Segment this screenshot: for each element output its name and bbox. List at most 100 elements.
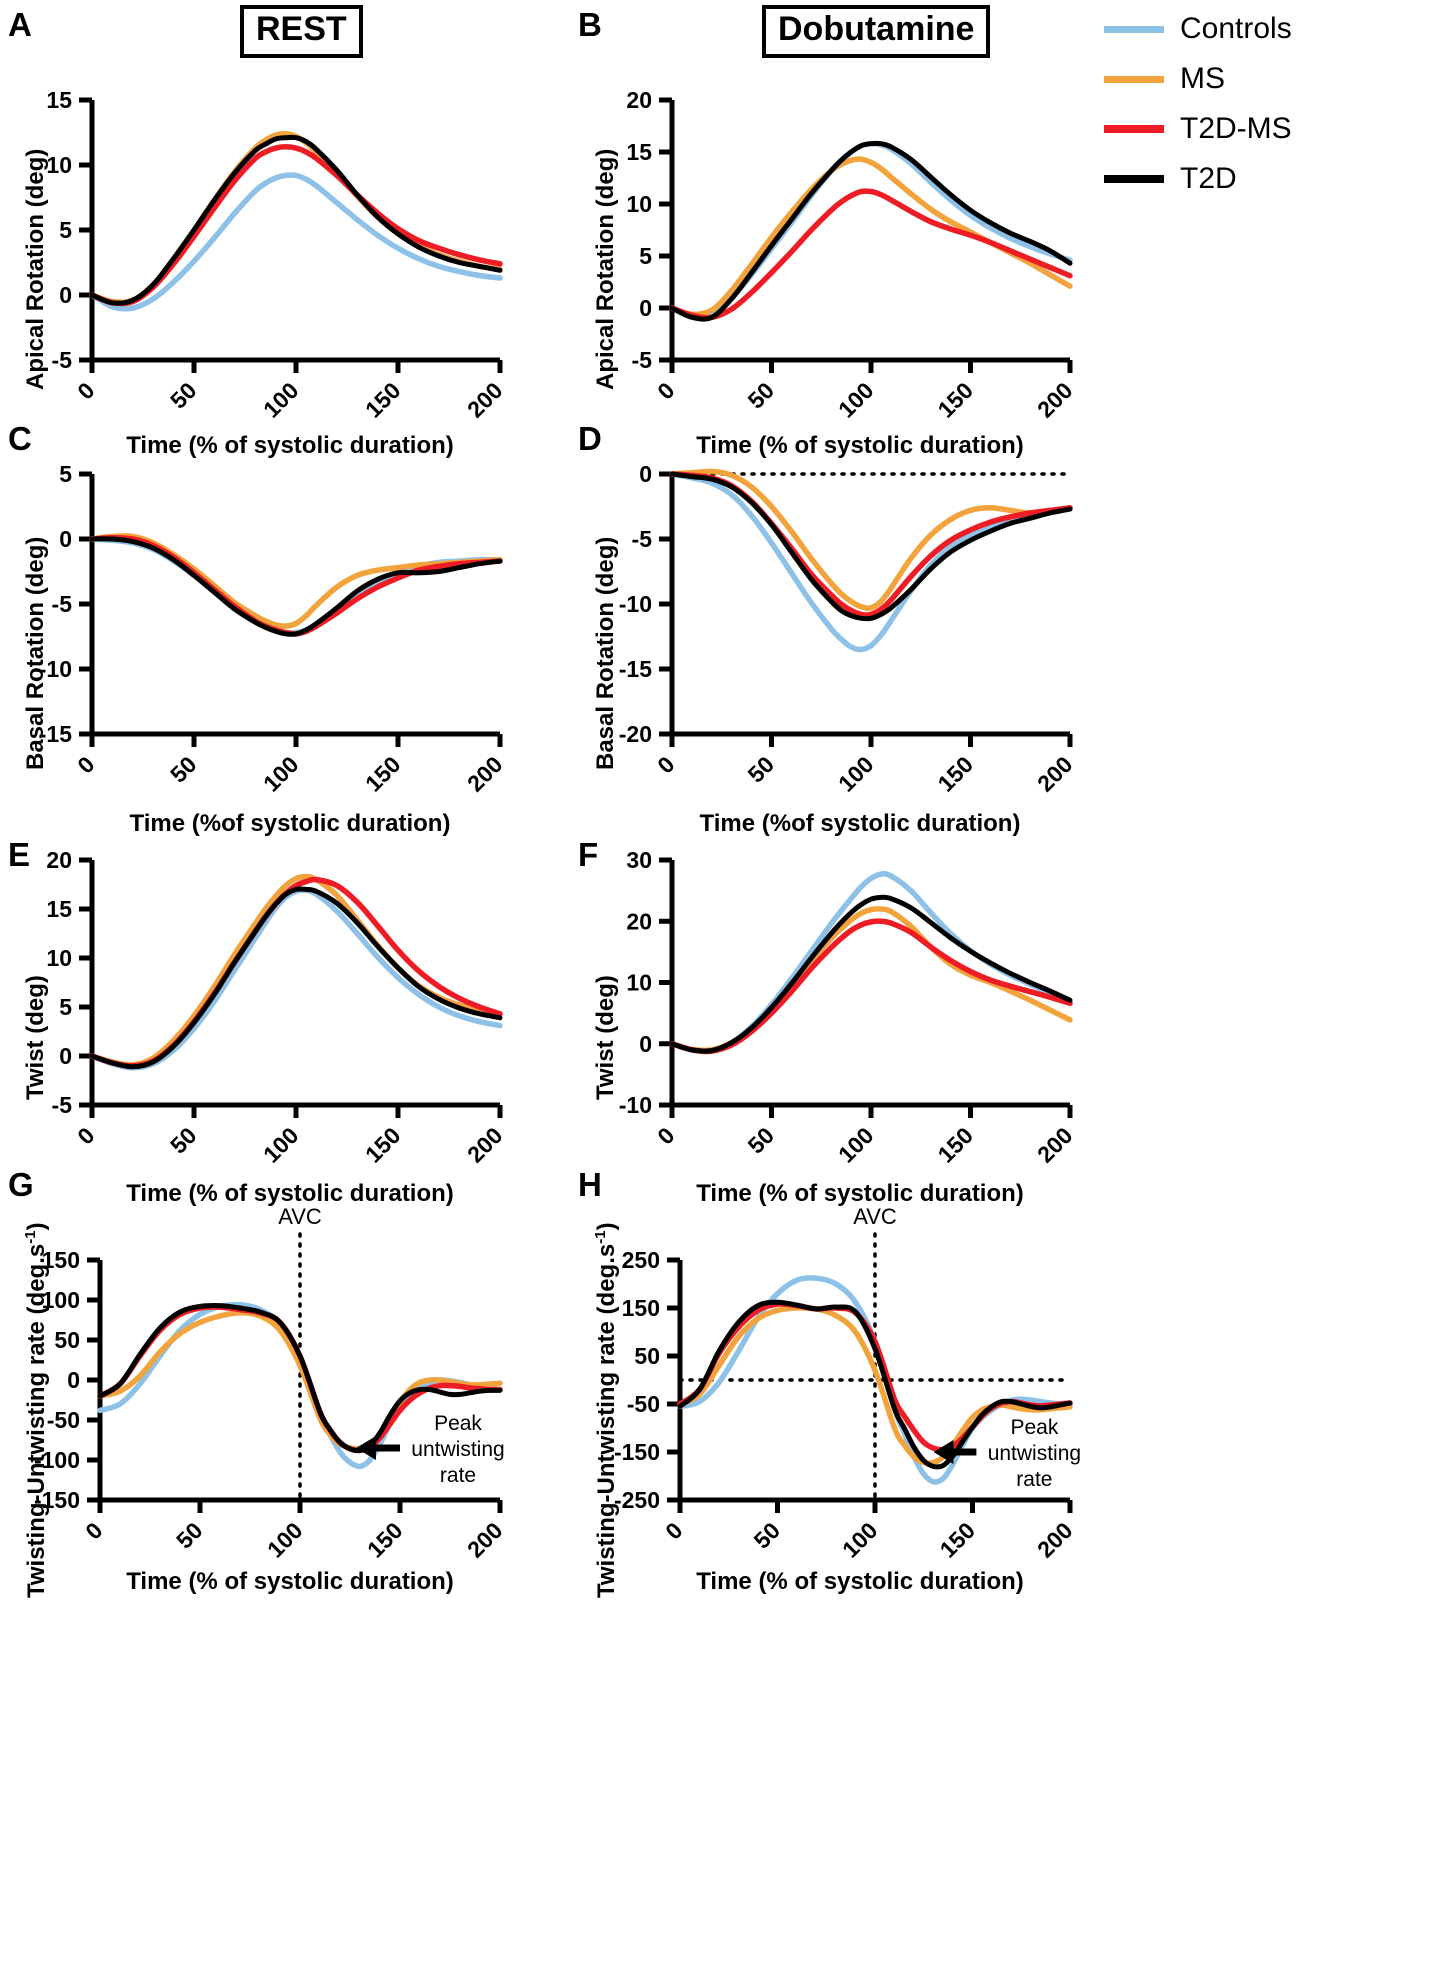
- series-line-ms: [669, 468, 1073, 611]
- y-tick-label: 10: [626, 191, 652, 217]
- legend-swatch-ms: [1104, 75, 1164, 83]
- x-tick-label: 150: [360, 377, 406, 423]
- panel-e-x-axis-title: Time (% of systolic duration): [126, 1180, 454, 1207]
- series-line-t2d-ms: [669, 188, 1073, 321]
- y-tick-label: 10: [46, 152, 72, 178]
- x-tick-label: 0: [652, 751, 679, 778]
- x-tick-label: 100: [262, 1517, 308, 1563]
- y-tick-label: 5: [59, 217, 72, 243]
- y-tick-label: 5: [59, 461, 72, 487]
- series-line-t2d-ms: [89, 876, 503, 1069]
- y-tick-label: -150: [614, 1439, 660, 1465]
- x-tick-label: 200: [462, 751, 508, 797]
- x-tick-label: 200: [1032, 1122, 1078, 1168]
- peak-untwisting-arrow-head: [933, 1440, 954, 1464]
- x-tick-label: 100: [258, 1122, 304, 1168]
- legend-label-ms: MS: [1180, 62, 1225, 95]
- series-line-t2d: [89, 886, 503, 1070]
- y-tick-label: 15: [626, 139, 652, 165]
- x-tick-label: 150: [933, 751, 979, 797]
- y-tick-label: 0: [639, 1031, 652, 1057]
- panel-h-x-axis-title: Time (% of systolic duration): [696, 1568, 1024, 1595]
- panel-letter-h: H: [578, 1166, 602, 1203]
- peak-untwisting-label-line2: untwisting: [411, 1438, 504, 1461]
- y-tick-label: 15: [46, 87, 72, 113]
- series-line-t2d-ms: [89, 144, 503, 307]
- y-tick-label: 150: [42, 1247, 80, 1273]
- panel-letter-b: B: [578, 6, 602, 43]
- y-tick-label: 15: [46, 896, 72, 922]
- legend-swatch-t2d-ms: [1104, 125, 1164, 133]
- series-line-controls: [89, 536, 503, 636]
- x-tick-label: 150: [933, 377, 979, 423]
- y-tick-label: 5: [59, 994, 72, 1020]
- x-tick-label: 150: [362, 1517, 408, 1563]
- y-tick-label: 0: [639, 461, 652, 487]
- panel-d-plot: -20 -15 -10 -5 0 0 50 100 150 200: [619, 461, 1078, 797]
- series-line-ms: [669, 906, 1073, 1054]
- x-tick-label: 150: [360, 751, 406, 797]
- peak-untwisting-label-line3: rate: [1016, 1468, 1052, 1491]
- y-tick-label: -50: [47, 1407, 80, 1433]
- series-line-controls: [89, 887, 503, 1071]
- x-tick-label: 200: [462, 1122, 508, 1168]
- x-tick-label: 200: [462, 1517, 508, 1563]
- panel-g-plot: -150 -100 -50 0 50 100 150 0 50 100 150 200 AVC Peak u…: [34, 1204, 508, 1563]
- series-line-t2d-ms: [669, 918, 1073, 1055]
- x-tick-label: 200: [1032, 377, 1078, 423]
- series-line-ms: [89, 873, 503, 1068]
- x-tick-label: 150: [360, 1122, 406, 1168]
- panel-letter-d: D: [578, 420, 602, 457]
- series-line-t2d: [97, 1302, 503, 1454]
- x-tick-label: 100: [833, 377, 879, 423]
- y-tick-label: 250: [622, 1247, 660, 1273]
- panel-h-plot: -250 -150 -50 50 150 250 0 50 100 150 200 AVC Peak un…: [614, 1204, 1081, 1563]
- panel-letter-g: G: [8, 1166, 34, 1203]
- series-line-t2d: [89, 134, 503, 306]
- y-tick-label: -5: [632, 347, 653, 373]
- panel-f: Twist (deg) -10 0 10 20 30 0 50 100 150 200 Time …: [570, 847, 1130, 1210]
- y-tick-label: 10: [626, 970, 652, 996]
- x-tick-label: 50: [743, 751, 779, 787]
- panel-e: Twist (deg) -5 0 5 10 15 20 0 50 100 150 200 Time …: [0, 847, 560, 1210]
- x-tick-label: 0: [652, 1122, 679, 1149]
- x-tick-label: 200: [1032, 1517, 1078, 1563]
- y-tick-label: -5: [52, 347, 73, 373]
- panel-a: Apical Rotation (deg) -5 0 5 10 15 0 50 100 150 2…: [0, 60, 560, 460]
- legend-label-t2d-ms: T2D-MS: [1180, 112, 1292, 145]
- y-tick-label: -10: [619, 591, 652, 617]
- peak-untwisting-arrow-head: [356, 1436, 376, 1460]
- condition-title-rest: REST: [240, 5, 363, 58]
- x-tick-label: 0: [80, 1517, 107, 1544]
- y-tick-label: 10: [46, 945, 72, 971]
- series-line-controls: [669, 471, 1073, 653]
- y-tick-label: -5: [52, 591, 73, 617]
- peak-untwisting-label-line1: Peak: [1010, 1416, 1058, 1439]
- legend-swatch-controls: [1104, 25, 1164, 33]
- y-tick-label: 0: [67, 1367, 80, 1393]
- legend-item-t2d-ms: T2D-MS: [1104, 104, 1434, 154]
- series-line-t2d: [669, 140, 1073, 322]
- y-tick-label: -5: [632, 526, 653, 552]
- series-line-t2d: [669, 894, 1073, 1054]
- legend-item-t2d: T2D: [1104, 154, 1434, 204]
- y-tick-label: -10: [619, 1092, 652, 1118]
- x-tick-label: 0: [72, 1122, 99, 1149]
- series-line-controls: [89, 172, 503, 312]
- y-tick-label: 20: [626, 908, 652, 934]
- peak-untwisting-label-line2: untwisting: [988, 1442, 1081, 1465]
- series-line-controls: [677, 1275, 1073, 1485]
- avc-label: AVC: [853, 1204, 897, 1229]
- x-tick-label: 100: [258, 377, 304, 423]
- x-tick-label: 100: [833, 1122, 879, 1168]
- panel-h: Twisting-Untwisting rate (deg.s-1) -250-…: [570, 1200, 1130, 1600]
- panel-g-x-axis-title: Time (% of systolic duration): [126, 1568, 454, 1595]
- panel-d: Basal Rotation (deg) -20 -15 -10 -5 0 0 50 100 1…: [570, 452, 1130, 842]
- panel-g: Twisting-Untwisting rate (deg.s-1) -150-…: [0, 1200, 560, 1600]
- y-tick-label: 150: [622, 1295, 660, 1321]
- panel-b-x-axis-title: Time (% of systolic duration): [696, 432, 1024, 459]
